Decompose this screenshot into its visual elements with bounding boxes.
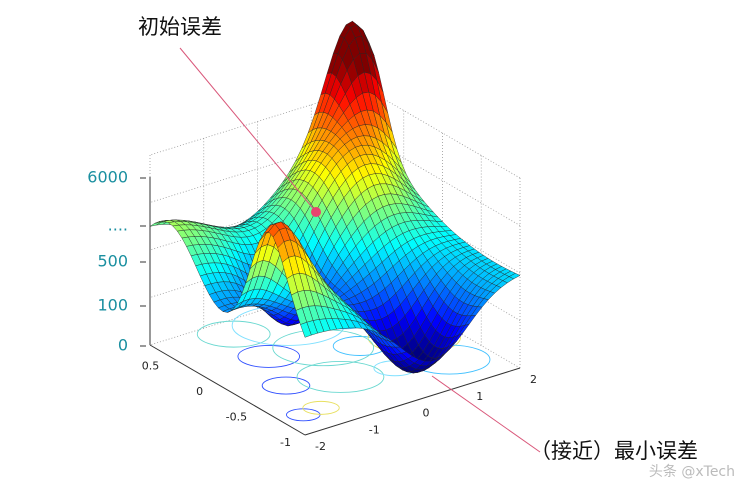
annotation: （接近）最小误差 — [530, 439, 698, 463]
contour — [296, 360, 385, 393]
watermark: 头条 @xTech — [649, 463, 735, 480]
contour — [237, 344, 300, 368]
pointer-line — [431, 375, 541, 453]
surface — [149, 20, 521, 374]
y-tick-label: -2 — [315, 440, 326, 453]
z-tick-label: 6000 — [87, 168, 128, 187]
y-tick-label: -1 — [369, 423, 380, 436]
surface-patch — [300, 322, 312, 338]
axis-walls — [149, 87, 521, 436]
x-tick-label: 0.5 — [142, 360, 160, 373]
z-tick-label: 500 — [97, 252, 128, 271]
start-point — [311, 207, 321, 217]
x-tick-label: 0 — [196, 385, 203, 398]
pointer-line — [179, 47, 317, 213]
y-tick-label: 1 — [476, 390, 483, 403]
contour — [261, 376, 311, 395]
y-tick-label: 0 — [423, 407, 430, 420]
z-tick-label: 0 — [118, 336, 128, 355]
x-tick-label: -1 — [280, 436, 291, 449]
annotation: 初始误差 — [138, 15, 222, 39]
axis-line — [304, 367, 521, 436]
x-tick-label: -0.5 — [226, 411, 247, 424]
axis-line — [149, 344, 306, 436]
contour — [302, 400, 340, 415]
tick-labels: 6000.... 500 100 0 0.5 0 -0.5 -1 -2 -1 0 1 2 — [87, 168, 537, 454]
z-tick-label: .... — [108, 216, 128, 235]
z-tick-label: 100 — [97, 296, 128, 315]
y-tick-label: 2 — [530, 373, 537, 386]
